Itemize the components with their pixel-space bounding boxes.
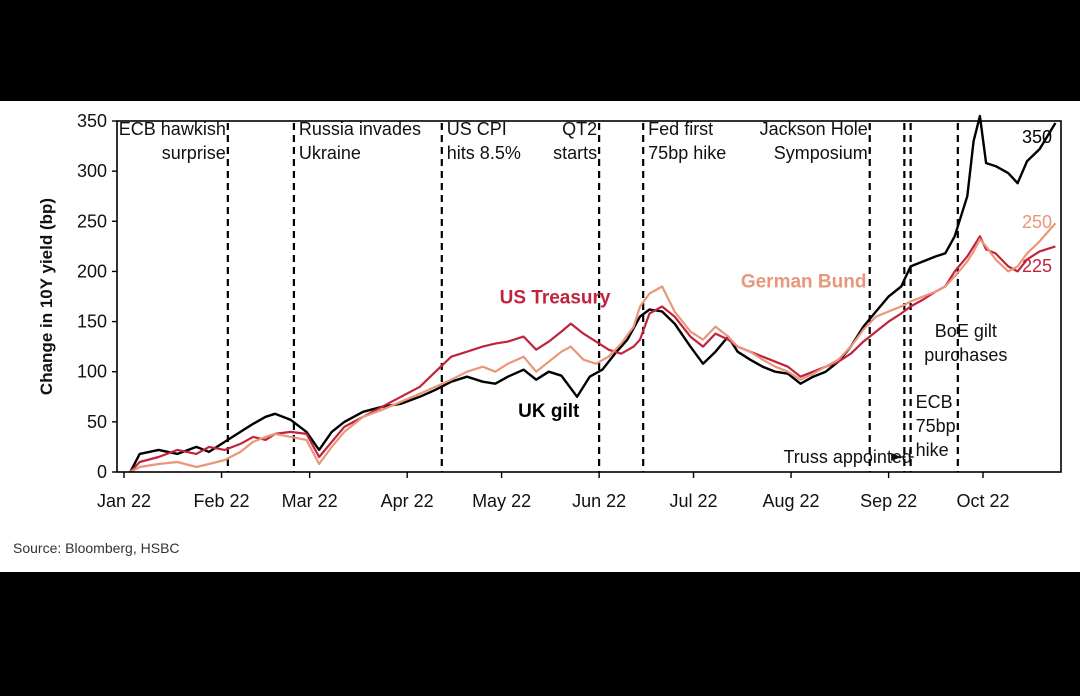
event-label: starts	[553, 143, 597, 163]
event-label: Russia invades	[299, 119, 421, 139]
series-label: UK gilt	[518, 401, 580, 422]
line-chart: 0 50 100 150 200 250 300 350 Jan 22 Feb 22 Mar 22 A…	[37, 111, 1062, 511]
x-tick-label: Apr 22	[381, 491, 434, 511]
annotation-arrowhead	[891, 452, 902, 461]
event-label: Jackson Hole	[760, 119, 868, 139]
series-label: US Treasury	[500, 288, 611, 309]
x-tick-label: Feb 22	[194, 491, 250, 511]
event-label: 75bp	[916, 416, 956, 436]
series-line	[129, 114, 1057, 473]
plot-frame	[116, 120, 1062, 473]
event-label: hike	[916, 440, 949, 460]
event-markers	[226, 123, 959, 472]
series-label: German Bund	[741, 271, 867, 292]
series-lines	[129, 114, 1057, 473]
event-label: ECB	[916, 392, 953, 412]
event-label: QT2	[562, 119, 597, 139]
event-label: BoE gilt	[935, 321, 997, 341]
chart-labels: ECB hawkish surprise Russia invades Ukraine…	[119, 119, 1052, 467]
y-tick-label: 100	[77, 362, 107, 382]
axes: 0 50 100 150 200 250 300 350 Jan 22 Feb 22 Mar 22 A…	[37, 111, 1062, 511]
y-axis-label: Change in 10Y yield (bp)	[37, 198, 56, 395]
y-tick-label: 50	[87, 412, 107, 432]
event-label: hits 8.5%	[447, 143, 521, 163]
y-tick-label: 150	[77, 312, 107, 332]
series-line	[129, 222, 1057, 473]
x-tick-label: Jun 22	[572, 491, 626, 511]
y-tick-label: 300	[77, 161, 107, 181]
event-label: ECB hawkish	[119, 119, 226, 139]
x-tick-label: Sep 22	[860, 491, 917, 511]
end-value-label: 250	[1022, 212, 1052, 232]
event-label: Fed first	[648, 119, 713, 139]
x-tick-label: Jul 22	[669, 491, 717, 511]
x-tick-label: Aug 22	[763, 491, 820, 511]
annotation-label: Truss appointed	[783, 447, 911, 467]
source-note: Source: Bloomberg, HSBC	[13, 540, 180, 556]
end-value-label: 350	[1022, 127, 1052, 147]
event-label: Symposium	[774, 143, 868, 163]
y-tick-label: 350	[77, 111, 107, 131]
y-tick-label: 0	[97, 462, 107, 482]
x-tick-label: Oct 22	[956, 491, 1009, 511]
event-label: purchases	[924, 345, 1007, 365]
y-tick-label: 250	[77, 211, 107, 231]
x-tick-label: Mar 22	[282, 491, 338, 511]
chart-card: 0 50 100 150 200 250 300 350 Jan 22 Feb 22 Mar 22 A…	[0, 101, 1080, 572]
event-label: US CPI	[447, 119, 507, 139]
y-tick-label: 200	[77, 261, 107, 281]
x-tick-label: May 22	[472, 491, 531, 511]
event-label: Ukraine	[299, 143, 361, 163]
x-tick-label: Jan 22	[97, 491, 151, 511]
event-label: 75bp hike	[648, 143, 726, 163]
end-value-label: 225	[1022, 256, 1052, 276]
event-label: surprise	[162, 143, 226, 163]
